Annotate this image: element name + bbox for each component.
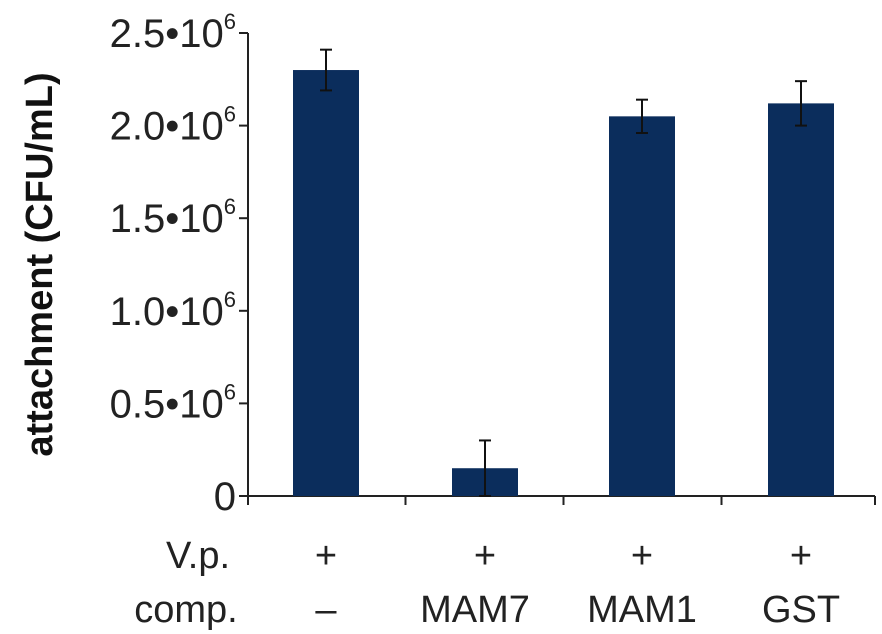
category-comp-label: – <box>315 589 337 631</box>
category-vp-label: + <box>631 535 653 577</box>
category-vp-label: + <box>790 535 812 577</box>
y-tick-label: 0.5•106 <box>110 379 236 426</box>
y-tick-label: 1.5•106 <box>110 194 236 241</box>
category-vp-label: + <box>315 535 337 577</box>
category-comp-label: GST <box>762 589 840 631</box>
row-label-comp: comp. <box>134 589 237 631</box>
bar <box>609 116 675 496</box>
y-tick-label: 2.5•106 <box>110 9 236 56</box>
y-axis-title: attachment (CFU/mL) <box>19 72 61 456</box>
row-label-vp: V.p. <box>166 535 230 577</box>
bar <box>768 103 834 496</box>
category-comp-label: MAM1 <box>587 589 697 631</box>
category-comp-label: MAM7 <box>420 589 530 631</box>
y-tick-label: 2.0•106 <box>110 102 236 149</box>
category-vp-label: + <box>474 535 496 577</box>
y-tick-label: 0 <box>214 475 236 519</box>
bar <box>293 70 359 496</box>
y-tick-label: 1.0•106 <box>110 287 236 334</box>
